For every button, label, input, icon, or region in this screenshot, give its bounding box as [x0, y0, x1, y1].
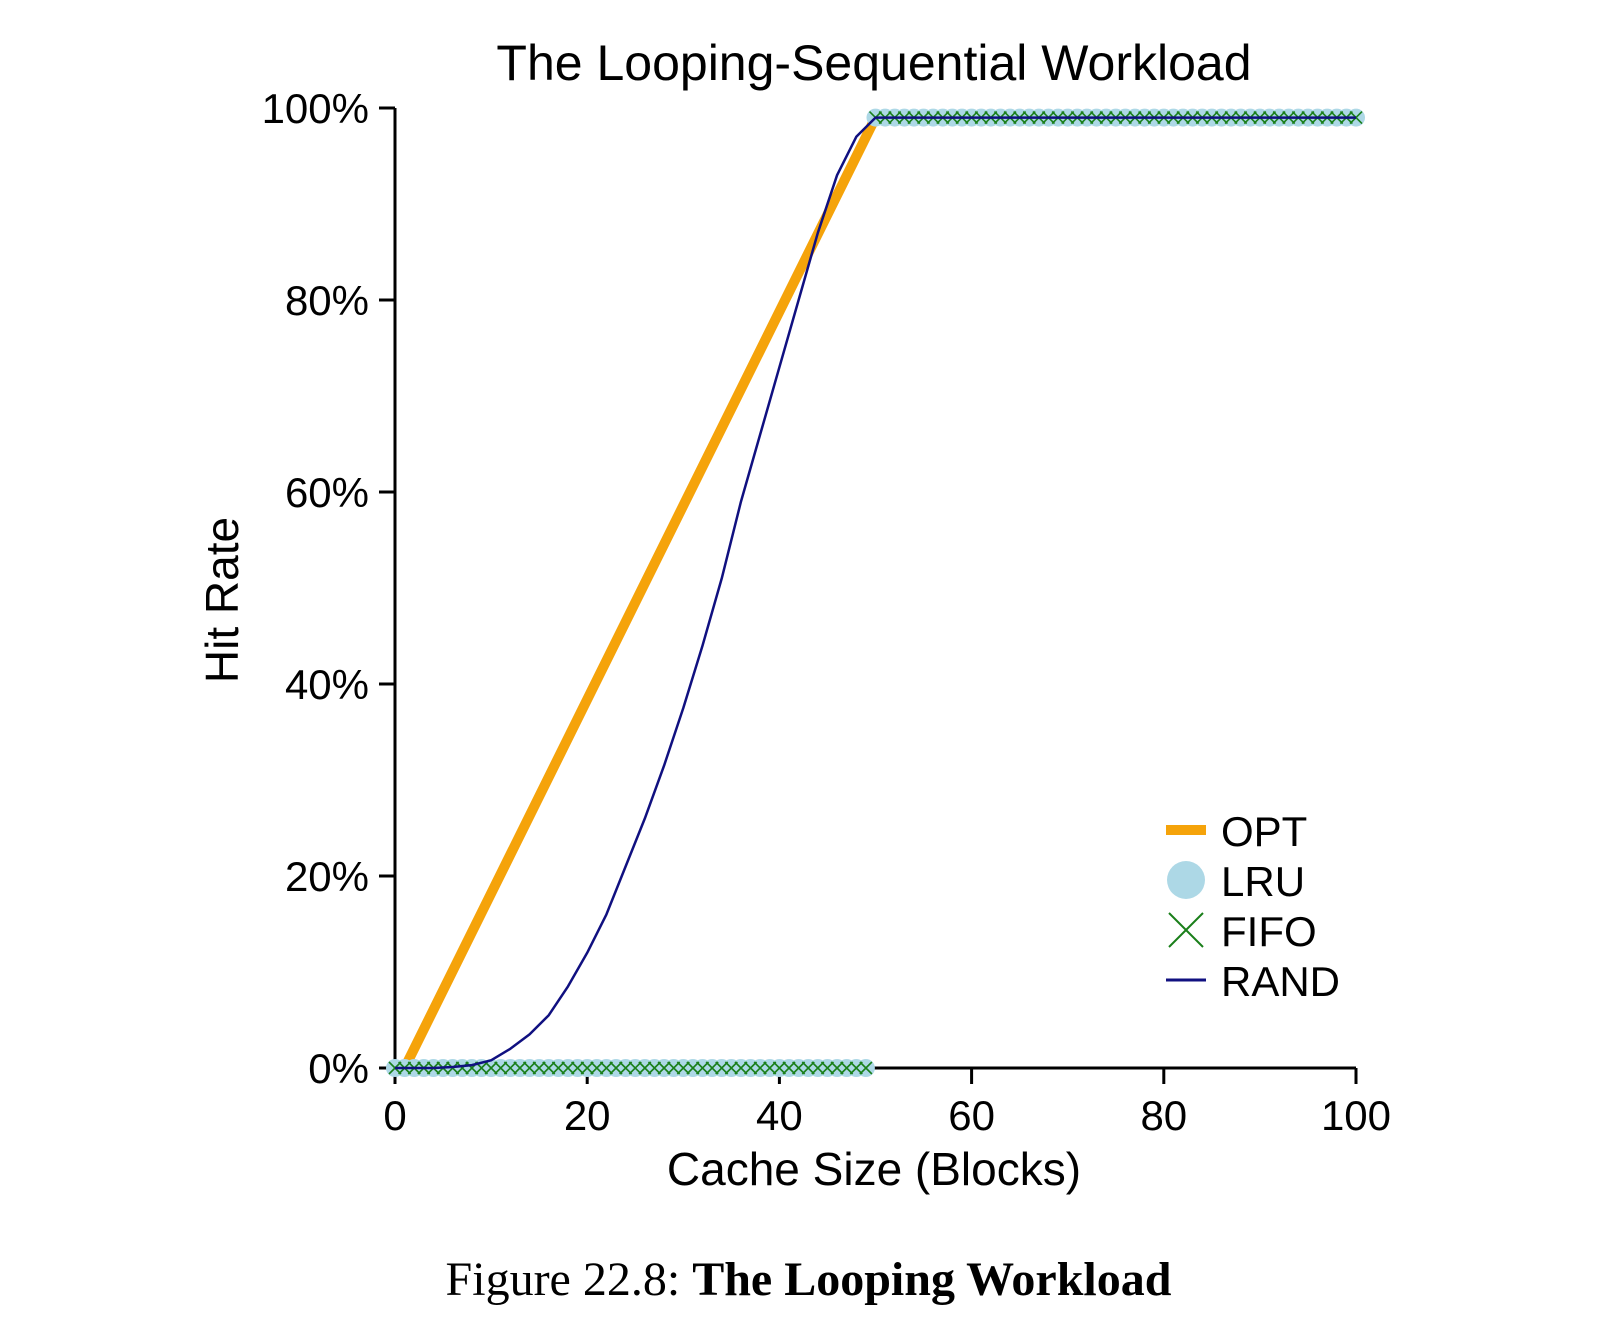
y-tick-label: 20% [285, 853, 369, 900]
fifo-point [676, 1061, 690, 1075]
caption-title: The Looping Workload [692, 1253, 1172, 1306]
fifo-point [484, 1061, 498, 1075]
legend-label: OPT [1221, 808, 1307, 855]
fifo-point [542, 1061, 556, 1075]
legend-swatch-fifo [1168, 912, 1204, 948]
caption-prefix: Figure 22.8: [445, 1253, 693, 1306]
fifo-point [772, 1061, 786, 1075]
y-tick-label: 80% [285, 277, 369, 324]
series-lru [386, 108, 1365, 1077]
y-tick-label: 60% [285, 469, 369, 516]
x-tick-label: 20 [564, 1092, 611, 1139]
fifo-point [494, 1061, 508, 1075]
fifo-point [840, 1061, 854, 1075]
x-tick-label: 100 [1321, 1092, 1391, 1139]
fifo-point [830, 1061, 844, 1075]
fifo-point [522, 1061, 537, 1075]
y-axis-label: Hit Rate [196, 517, 248, 683]
fifo-point [724, 1061, 738, 1075]
x-tick-label: 80 [1140, 1092, 1187, 1139]
legend-label: LRU [1221, 858, 1305, 905]
fifo-point [801, 1061, 815, 1075]
fifo-point [695, 1061, 710, 1075]
x-tick-label: 0 [383, 1092, 406, 1139]
fifo-point [667, 1061, 681, 1075]
figure-caption: Figure 22.8: The Looping Workload [0, 1252, 1617, 1307]
fifo-point [686, 1061, 700, 1075]
fifo-point [571, 1061, 585, 1075]
fifo-point [744, 1061, 758, 1075]
x-axis-label: Cache Size (Blocks) [667, 1143, 1081, 1195]
fifo-point [609, 1061, 623, 1075]
fifo-point [561, 1061, 575, 1075]
axes: 0% 20% 40% 60% 80% 100% 0 20 40 60 80 100 [262, 85, 1391, 1139]
x-tick-label: 40 [756, 1092, 803, 1139]
fifo-point [580, 1061, 594, 1075]
plot-area [386, 108, 1365, 1077]
legend-item: OPT [1166, 808, 1307, 855]
fifo-point [763, 1061, 777, 1075]
chart-title: The Looping-Sequential Workload [496, 35, 1251, 91]
fifo-point [619, 1061, 633, 1075]
fifo-point [820, 1061, 835, 1075]
legend-item: LRU [1167, 858, 1305, 905]
legend-swatch-lru [1167, 861, 1205, 899]
fifo-point [628, 1061, 642, 1075]
y-tick-label: 0% [308, 1045, 369, 1092]
legend-label: FIFO [1221, 908, 1317, 955]
legend-item: RAND [1166, 958, 1340, 1005]
x-tick-label: 60 [948, 1092, 995, 1139]
fifo-point [590, 1061, 604, 1075]
fifo-point [792, 1061, 806, 1075]
series-fifo [388, 111, 1363, 1075]
fifo-point [811, 1061, 825, 1075]
fifo-point [599, 1061, 613, 1075]
legend-item: FIFO [1168, 908, 1317, 955]
fifo-point [513, 1061, 527, 1075]
legend-label: RAND [1221, 958, 1340, 1005]
fifo-point [647, 1061, 662, 1075]
series-rand-line [395, 116, 1356, 1070]
fifo-point [782, 1061, 796, 1075]
fifo-point [532, 1061, 546, 1075]
fifo-point [849, 1061, 863, 1075]
fifo-point [734, 1061, 748, 1075]
fifo-point [859, 1061, 873, 1075]
fifo-point [657, 1061, 671, 1075]
fifo-point [753, 1061, 767, 1075]
fifo-point [455, 1061, 469, 1075]
y-tick-label: 100% [262, 85, 369, 132]
fifo-point [638, 1061, 652, 1075]
fifo-point [503, 1061, 517, 1075]
series-opt-line [400, 112, 1356, 1071]
fifo-point [551, 1061, 565, 1075]
fifo-point [705, 1061, 719, 1075]
y-tick-label: 40% [285, 661, 369, 708]
fifo-point [715, 1061, 729, 1075]
